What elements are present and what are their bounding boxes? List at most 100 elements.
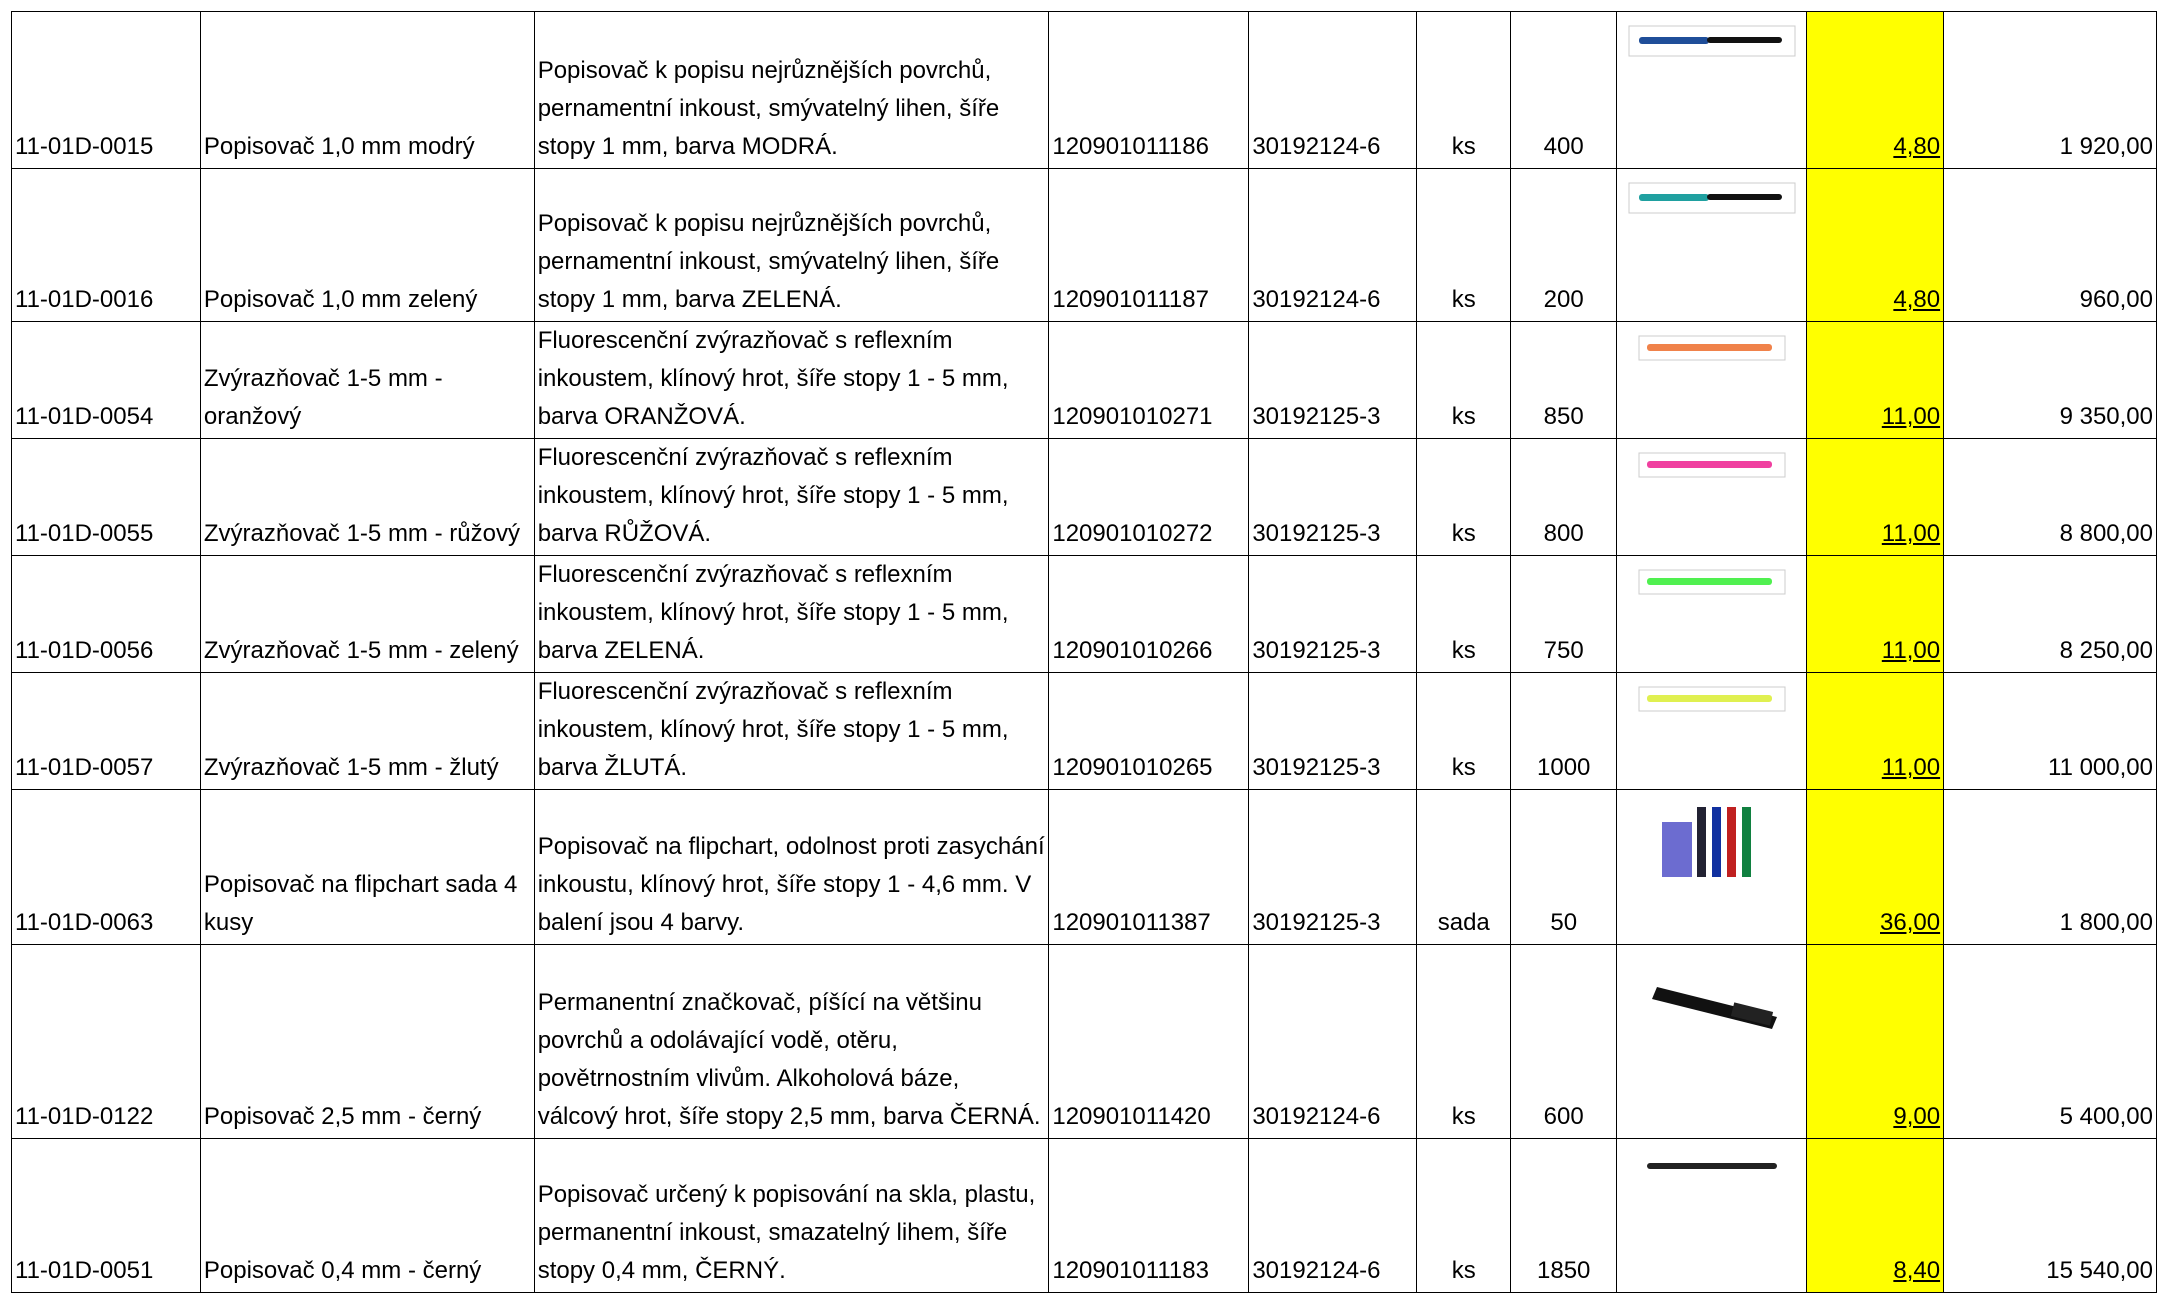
table-cell: 30192124-6 (1248, 168, 1418, 322)
table-cell: ks (1416, 1138, 1512, 1293)
table-cell: Zvýrazňovač 1-5 mm - růžový (199, 438, 535, 556)
table-cell: Popisovač 0,4 mm - černý (199, 1138, 535, 1293)
table-cell: 8 250,00 (1943, 555, 2157, 673)
table-cell: 1 800,00 (1943, 789, 2157, 945)
table-cell: 800 (1510, 438, 1618, 556)
table-cell: sada (1416, 789, 1512, 945)
table-row: 11-01D-0051 Popisovač 0,4 mm - černý Popis… (11, 1138, 2157, 1293)
product-image (1616, 944, 1808, 1139)
table-cell: Fluorescenční zvýrazňovač s reflexním in… (533, 555, 1050, 673)
table-cell: Popisovač na flipchart sada 4 kusy (199, 789, 535, 945)
table-cell: ks (1416, 555, 1512, 673)
table-cell: 11-01D-0055 (11, 438, 201, 556)
table-cell: 11 000,00 (1943, 672, 2157, 790)
table-cell: Popisovač 2,5 mm - černý (199, 944, 535, 1139)
table-cell: 1000 (1510, 672, 1618, 790)
table-cell: 120901010265 (1048, 672, 1250, 790)
table-cell: 36,00 (1806, 789, 1945, 945)
table-cell: ks (1416, 944, 1512, 1139)
table-cell: Permanentní značkovač, píšící na většinu… (533, 944, 1050, 1139)
table-row: 11-01D-0054 Zvýrazňovač 1-5 mm - oranžový… (11, 321, 2157, 439)
table-cell: 120901011420 (1048, 944, 1250, 1139)
table-cell: 120901010271 (1048, 321, 1250, 439)
table-cell: 120901011186 (1048, 11, 1250, 169)
table-row: 11-01D-0016 Popisovač 1,0 mm zelený Popiso… (11, 168, 2157, 322)
table-cell: 30192125-3 (1248, 321, 1418, 439)
table-cell: Fluorescenční zvýrazňovač s reflexním in… (533, 672, 1050, 790)
table-cell: 11-01D-0057 (11, 672, 201, 790)
table-cell: 30192124-6 (1248, 11, 1418, 169)
table-cell: 4,80 (1806, 11, 1945, 169)
table-row: 11-01D-0063 Popisovač na flipchart sada 4… (11, 789, 2157, 945)
table-cell: Popisovač 1,0 mm modrý (199, 11, 535, 169)
table-cell: ks (1416, 168, 1512, 322)
table-cell: Zvýrazňovač 1-5 mm - oranžový (199, 321, 535, 439)
product-table: 11-01D-0015 Popisovač 1,0 mm modrý Popisov… (11, 11, 2157, 1293)
table-cell: 120901011387 (1048, 789, 1250, 945)
table-cell: 30192125-3 (1248, 555, 1418, 673)
table-row: 11-01D-0122 Popisovač 2,5 mm - černý Perma… (11, 944, 2157, 1139)
table-cell: Zvýrazňovač 1-5 mm - žlutý (199, 672, 535, 790)
table-cell: 11-01D-0122 (11, 944, 201, 1139)
table-cell: 11-01D-0016 (11, 168, 201, 322)
table-cell: 1 920,00 (1943, 11, 2157, 169)
table-row: 11-01D-0057 Zvýrazňovač 1-5 mm - žlutý Flu… (11, 672, 2157, 790)
table-cell: Popisovač 1,0 mm zelený (199, 168, 535, 322)
table-row: 11-01D-0015 Popisovač 1,0 mm modrý Popisov… (11, 11, 2157, 169)
table-cell: ks (1416, 321, 1512, 439)
product-image (1616, 168, 1808, 322)
table-cell: 1850 (1510, 1138, 1618, 1293)
product-image (1616, 555, 1808, 673)
table-cell: 8,40 (1806, 1138, 1945, 1293)
table-cell: Popisovač k popisu nejrůznějších povrchů… (533, 11, 1050, 169)
table-cell: Popisovač na flipchart, odolnost proti z… (533, 789, 1050, 945)
table-row: 11-01D-0056 Zvýrazňovač 1-5 mm - zelený Fl… (11, 555, 2157, 673)
table-cell: 4,80 (1806, 168, 1945, 322)
table-cell: ks (1416, 672, 1512, 790)
table-cell: 200 (1510, 168, 1618, 322)
table-cell: 11-01D-0063 (11, 789, 201, 945)
table-cell: Popisovač k popisu nejrůznějších povrchů… (533, 168, 1050, 322)
product-image (1616, 789, 1808, 945)
table-cell: Popisovač určený k popisování na skla, p… (533, 1138, 1050, 1293)
table-cell: ks (1416, 11, 1512, 169)
table-cell: 11-01D-0056 (11, 555, 201, 673)
table-cell: 11,00 (1806, 321, 1945, 439)
table-cell: 400 (1510, 11, 1618, 169)
table-cell: 750 (1510, 555, 1618, 673)
table-cell: Fluorescenční zvýrazňovač s reflexním in… (533, 321, 1050, 439)
table-cell: ks (1416, 438, 1512, 556)
table-cell: 120901011183 (1048, 1138, 1250, 1293)
product-image (1616, 11, 1808, 169)
table-cell: 960,00 (1943, 168, 2157, 322)
table-cell: 9,00 (1806, 944, 1945, 1139)
table-cell: 9 350,00 (1943, 321, 2157, 439)
table-cell: 850 (1510, 321, 1618, 439)
table-cell: 120901010266 (1048, 555, 1250, 673)
product-image (1616, 1138, 1808, 1293)
table-cell: 50 (1510, 789, 1618, 945)
table-cell: 11,00 (1806, 438, 1945, 556)
table-cell: 5 400,00 (1943, 944, 2157, 1139)
table-cell: 8 800,00 (1943, 438, 2157, 556)
table-cell: 600 (1510, 944, 1618, 1139)
table-cell: 15 540,00 (1943, 1138, 2157, 1293)
table-row: 11-01D-0055 Zvýrazňovač 1-5 mm - růžový Fl… (11, 438, 2157, 556)
product-image (1616, 672, 1808, 790)
table-cell: 11,00 (1806, 555, 1945, 673)
table-cell: 30192124-6 (1248, 944, 1418, 1139)
table-cell: 11,00 (1806, 672, 1945, 790)
table-cell: 120901011187 (1048, 168, 1250, 322)
table-cell: 11-01D-0054 (11, 321, 201, 439)
table-cell: 11-01D-0051 (11, 1138, 201, 1293)
product-image (1616, 321, 1808, 439)
table-cell: 11-01D-0015 (11, 11, 201, 169)
table-cell: 30192125-3 (1248, 789, 1418, 945)
table-cell: Fluorescenční zvýrazňovač s reflexním in… (533, 438, 1050, 556)
table-cell: 30192124-6 (1248, 1138, 1418, 1293)
product-image (1616, 438, 1808, 556)
table-cell: 30192125-3 (1248, 438, 1418, 556)
table-cell: 30192125-3 (1248, 672, 1418, 790)
table-cell: Zvýrazňovač 1-5 mm - zelený (199, 555, 535, 673)
table-cell: 120901010272 (1048, 438, 1250, 556)
